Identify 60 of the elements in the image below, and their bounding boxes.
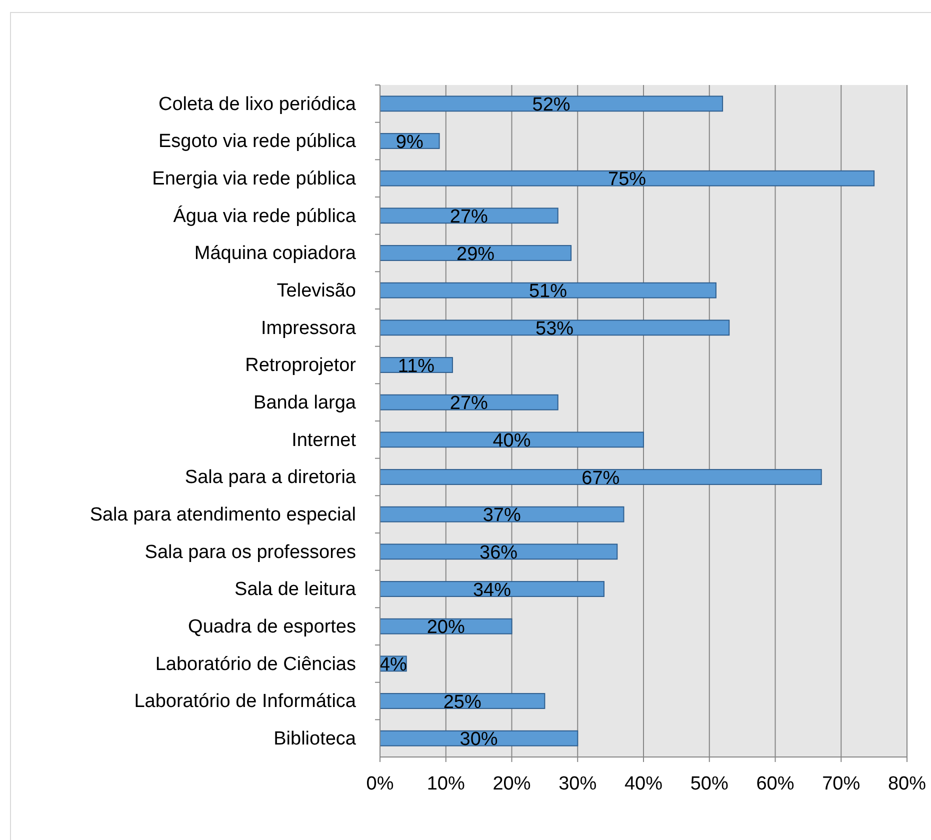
data-label: 9% <box>396 132 424 153</box>
bar <box>380 618 512 634</box>
data-label: 30% <box>460 729 498 750</box>
y-tick-label: Sala de leitura <box>234 579 356 600</box>
bar <box>380 730 578 746</box>
y-tick-label: Quadra de esportes <box>188 616 356 638</box>
y-tick-label: Retroprojetor <box>245 355 357 376</box>
y-tick-label: Água via rede pública <box>173 204 356 227</box>
data-label: 27% <box>450 393 488 414</box>
y-tick-label: Laboratório de Ciências <box>155 654 356 675</box>
y-tick-label: Biblioteca <box>274 728 356 750</box>
y-tick-label: Máquina copiadora <box>194 243 356 264</box>
data-label: 25% <box>443 692 482 713</box>
x-tick-label: 20% <box>492 774 531 795</box>
bar <box>380 506 624 522</box>
bar <box>380 581 604 597</box>
y-tick-label: Televisão <box>276 280 356 302</box>
y-tick-label: Energia via rede pública <box>152 168 356 190</box>
data-label: 40% <box>492 430 531 452</box>
x-tick-label: 80% <box>888 774 926 795</box>
data-label: 75% <box>608 169 646 190</box>
x-tick-label: 60% <box>756 774 794 795</box>
bar <box>380 432 644 448</box>
x-tick-label: 0% <box>366 774 394 795</box>
data-label: 52% <box>532 94 570 116</box>
x-tick-label: 70% <box>822 774 860 795</box>
bar <box>380 320 730 336</box>
data-label: 29% <box>456 244 495 265</box>
data-label: 27% <box>450 206 488 228</box>
data-label: 51% <box>528 281 568 302</box>
x-tick-label: 10% <box>426 774 465 795</box>
bar <box>380 693 546 709</box>
y-tick-label: Sala para atendimento especial <box>90 504 356 526</box>
y-tick-label: Internet <box>292 430 357 451</box>
x-tick-label: 50% <box>690 774 728 795</box>
data-label: 20% <box>426 617 465 638</box>
y-tick-label: Laboratório de Informática <box>134 691 356 712</box>
y-tick-label: Esgoto via rede pública <box>158 131 356 152</box>
bar <box>380 469 822 485</box>
bar <box>380 96 724 112</box>
x-tick-label: 30% <box>558 774 597 795</box>
data-label: 67% <box>582 468 620 489</box>
bar <box>380 544 618 560</box>
bar <box>380 394 558 410</box>
y-tick-label: Impressora <box>260 318 356 339</box>
y-tick-label: Sala para os professores <box>144 542 356 563</box>
y-tick-label: Sala para a diretoria <box>184 467 356 488</box>
data-label: 36% <box>480 542 518 564</box>
bar <box>380 282 716 298</box>
x-tick-label: 40% <box>624 774 663 795</box>
data-label: 11% <box>398 356 435 377</box>
y-tick-label: Banda larga <box>254 392 356 414</box>
data-label: 4% <box>379 654 408 676</box>
data-label: 34% <box>472 580 512 601</box>
data-label: 53% <box>536 318 574 340</box>
bar <box>380 170 875 186</box>
data-label: 37% <box>482 505 521 526</box>
bar <box>380 245 572 261</box>
bar <box>380 208 558 224</box>
y-tick-label: Coleta de lixo periódica <box>158 94 356 115</box>
